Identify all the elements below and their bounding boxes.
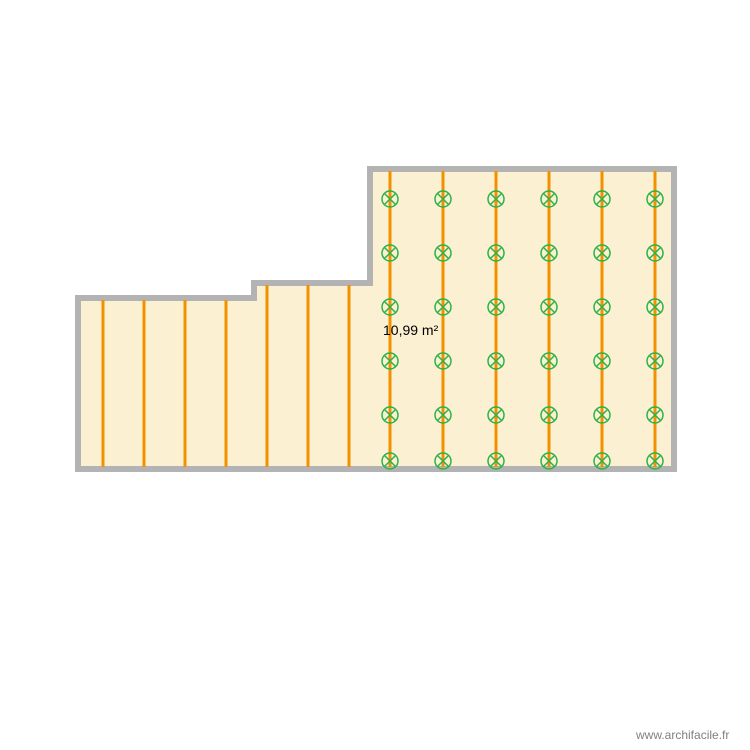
room-outline — [78, 169, 674, 469]
watermark-link[interactable]: www.archifacile.fr — [636, 728, 729, 742]
floorplan-canvas: 10,99 m² www.archifacile.fr — [0, 0, 750, 750]
floorplan-svg — [0, 0, 750, 750]
